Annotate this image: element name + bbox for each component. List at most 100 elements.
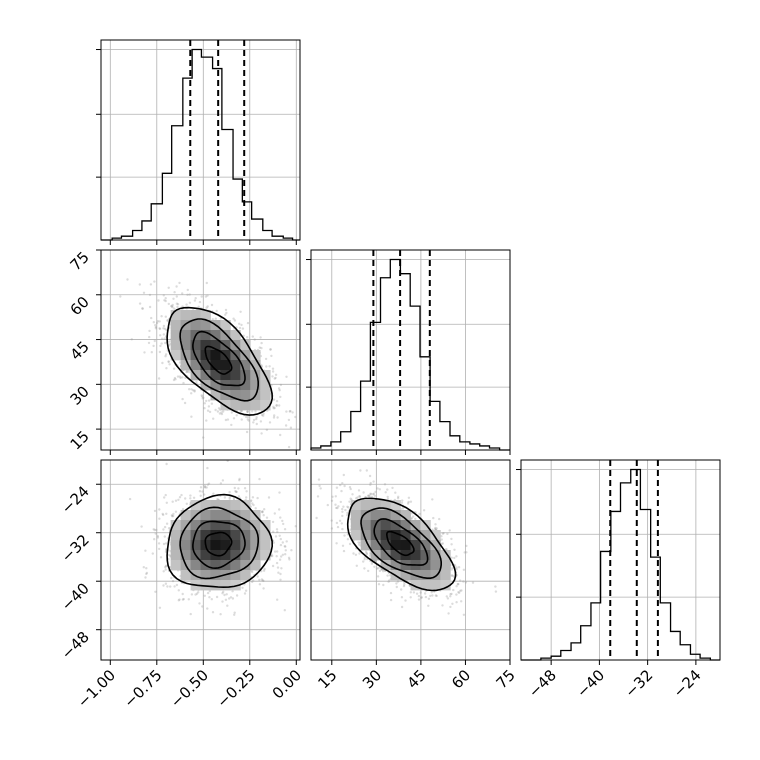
sample-point (272, 530, 275, 533)
sample-point (163, 299, 166, 302)
sample-point (143, 351, 146, 354)
sample-point (162, 333, 165, 336)
sample-point (368, 474, 372, 478)
sample-point (220, 411, 223, 414)
sample-point (271, 564, 275, 568)
density-cell (240, 500, 251, 511)
sample-point (188, 371, 191, 374)
sample-point (241, 586, 244, 589)
sample-point (285, 375, 288, 378)
sample-point (253, 338, 256, 341)
sample-point (171, 579, 175, 583)
sample-point (271, 375, 274, 378)
sample-point (172, 512, 175, 516)
density-cell (220, 500, 231, 511)
sample-point (284, 549, 287, 552)
sample-point (363, 558, 366, 561)
sample-point (434, 526, 437, 530)
sample-point (216, 498, 219, 501)
sample-point (153, 280, 156, 283)
sample-point (387, 580, 390, 583)
sample-point (148, 305, 152, 309)
density-cell (220, 360, 231, 371)
sample-point (362, 491, 365, 494)
density-cell (240, 520, 251, 531)
sample-point (259, 420, 263, 423)
sample-point (164, 493, 167, 497)
density-cell (200, 310, 211, 321)
density-cell (220, 540, 231, 551)
sample-point (151, 552, 154, 555)
sample-point (157, 299, 160, 302)
sample-point (164, 566, 167, 569)
sample-point (255, 422, 258, 426)
sample-point (165, 564, 168, 567)
sample-point (161, 512, 164, 516)
sample-point (126, 278, 129, 281)
density-cell (170, 540, 181, 551)
sample-point (237, 487, 240, 490)
sample-point (174, 499, 178, 502)
sample-point (221, 600, 224, 603)
sample-point (142, 566, 145, 569)
sample-point (199, 486, 203, 489)
sample-point (194, 593, 197, 596)
sample-point (207, 482, 211, 485)
sample-point (377, 583, 381, 586)
density-cell (220, 520, 231, 531)
density-cell (220, 370, 231, 381)
sample-point (153, 339, 156, 343)
scatter-panel-p1-p2 (96, 249, 301, 455)
sample-point (262, 514, 265, 517)
sample-point (336, 525, 340, 529)
density-cell (190, 520, 201, 531)
sample-point (163, 535, 166, 538)
panel-content (101, 250, 300, 450)
density-cell (180, 540, 191, 551)
sample-point (276, 530, 279, 534)
sample-point (190, 415, 193, 418)
sample-point (452, 588, 455, 592)
sample-point (272, 398, 276, 401)
sample-point (341, 507, 344, 511)
sample-point (178, 598, 181, 601)
sample-point (279, 516, 282, 519)
sample-point (162, 294, 165, 297)
sample-point (165, 522, 169, 525)
sample-point (287, 418, 291, 422)
sample-point (198, 602, 201, 605)
sample-point (367, 494, 370, 498)
sample-point (178, 375, 182, 378)
sample-point (235, 490, 238, 494)
density-cell (210, 500, 221, 511)
density-cell (240, 380, 251, 391)
sample-point (201, 605, 204, 608)
sample-point (181, 592, 184, 596)
sample-point (159, 344, 162, 348)
density-cell (190, 320, 201, 331)
sample-point (395, 585, 398, 589)
sample-point (442, 532, 445, 535)
sample-point (246, 418, 249, 421)
sample-point (157, 542, 161, 545)
sample-point (157, 377, 161, 380)
sample-point (261, 511, 264, 514)
sample-point (185, 370, 188, 374)
sample-point (465, 544, 468, 548)
sample-point (167, 286, 170, 289)
sample-point (450, 574, 453, 577)
panel-frame (520, 459, 721, 661)
sample-point (158, 606, 162, 609)
sample-point (372, 492, 375, 495)
sample-point (277, 387, 281, 390)
density-cell (210, 560, 221, 571)
density-cell (180, 350, 191, 361)
sample-point (173, 585, 176, 588)
sample-point (170, 514, 174, 517)
sample-point (341, 527, 344, 531)
sample-point (223, 496, 227, 499)
sample-point (245, 496, 248, 499)
sample-point (187, 598, 190, 601)
sample-point (269, 348, 272, 351)
sample-point (462, 580, 465, 583)
